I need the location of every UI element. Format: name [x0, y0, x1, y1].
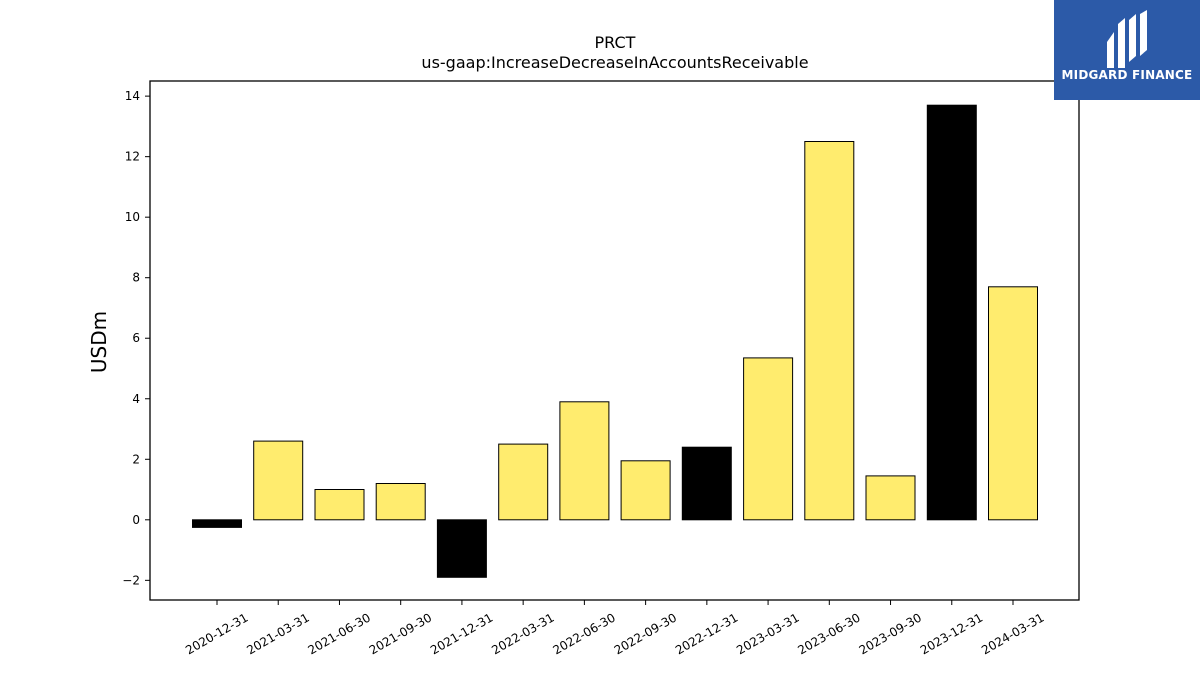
x-tick-label: 2022-06-30	[550, 610, 617, 657]
x-tick-label: 2022-03-31	[489, 610, 556, 657]
bar-2024-03-31	[988, 286, 1038, 521]
x-tick-label: 2020-12-31	[183, 610, 250, 657]
y-tick-label: 6	[132, 331, 140, 345]
x-axis-ticks: 2020-12-312021-03-312021-06-302021-09-30…	[183, 600, 1047, 657]
x-tick-label: 2023-06-30	[795, 610, 862, 657]
chart-title: PRCT	[595, 33, 636, 52]
y-tick-label: 12	[125, 150, 140, 164]
x-tick-label: 2021-03-31	[244, 610, 311, 657]
x-tick-label: 2024-03-31	[979, 610, 1046, 657]
x-tick-label: 2021-12-31	[428, 610, 495, 657]
bar-2021-06-30	[314, 489, 365, 521]
y-tick-label: −2	[122, 573, 140, 587]
bar-2022-03-31	[498, 443, 549, 521]
y-tick-label: 4	[132, 392, 140, 406]
plot-frame	[149, 80, 1080, 601]
bar-2023-09-30	[865, 475, 916, 521]
bar-2023-03-31	[743, 357, 794, 521]
y-tick-label: 8	[132, 271, 140, 285]
bar-2020-12-31	[192, 519, 242, 528]
x-tick-label: 2023-12-31	[918, 610, 985, 657]
midgard-logo-icon	[1107, 10, 1147, 68]
logo-text: MIDGARD FINANCE	[1061, 68, 1193, 82]
bar-2022-12-31	[681, 446, 732, 521]
x-tick-label: 2023-09-30	[857, 610, 924, 657]
y-tick-label: 10	[125, 210, 140, 224]
bar-2021-03-31	[253, 440, 304, 521]
chart-subtitle: us-gaap:IncreaseDecreaseInAccountsReceiv…	[421, 53, 808, 72]
x-tick-label: 2022-09-30	[612, 610, 679, 657]
brand-logo: MIDGARD FINANCE	[1054, 0, 1200, 100]
bars-group	[192, 104, 1038, 578]
x-tick-label: 2021-06-30	[306, 610, 373, 657]
x-tick-label: 2023-03-31	[734, 610, 801, 657]
x-tick-label: 2022-12-31	[673, 610, 740, 657]
bar-2021-12-31	[436, 519, 487, 578]
bar-2023-06-30	[804, 141, 855, 521]
x-tick-label: 2021-09-30	[367, 610, 434, 657]
y-tick-label: 0	[132, 513, 140, 527]
bar-2021-09-30	[375, 483, 426, 521]
bar-2022-09-30	[620, 460, 671, 521]
y-axis-label: USDm	[87, 311, 111, 373]
bar-2023-12-31	[926, 104, 977, 521]
y-tick-label: 2	[132, 452, 140, 466]
bar-2022-06-30	[559, 401, 610, 521]
y-tick-label: 14	[125, 89, 140, 103]
y-axis-ticks: −2 0 2 4 6 8 10 12 14	[122, 89, 150, 587]
